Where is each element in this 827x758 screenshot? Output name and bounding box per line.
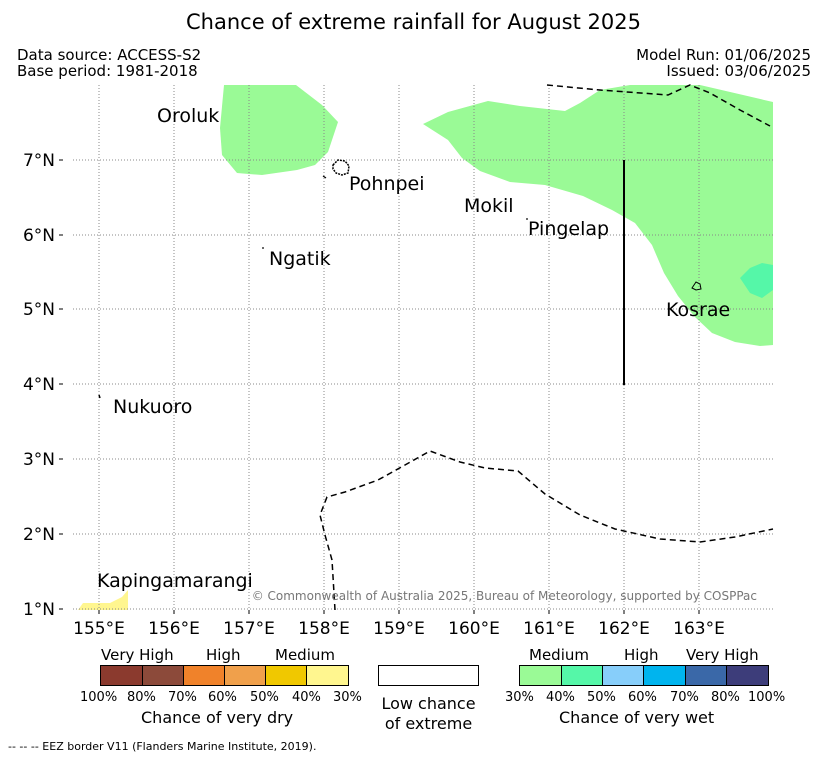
place-label-pohnpei: Pohnpei — [349, 173, 425, 195]
lon-tick-label: 156°E — [148, 619, 200, 639]
dry-pct-label: 60% — [208, 690, 237, 705]
wet-pct-label: 70% — [670, 690, 699, 705]
wet-colorbar — [519, 665, 769, 686]
wet-pct-label: 40% — [546, 690, 575, 705]
place-label-nukuoro: Nukuoro — [113, 396, 192, 418]
wet-swatch — [520, 666, 561, 685]
wet-pct-label: 60% — [628, 690, 657, 705]
wet-medium-region-east — [423, 85, 773, 346]
place-label-oroluk: Oroluk — [157, 105, 219, 127]
dry-legend-title: Chance of very dry — [141, 708, 294, 727]
lon-tick-label: 161°E — [523, 619, 575, 639]
dry-swatch — [183, 666, 224, 685]
base-period-text: Base period: 1981-2018 — [17, 62, 198, 80]
low-chance-label: Low chance of extreme — [378, 694, 479, 734]
dry-level-high: High — [206, 646, 241, 664]
dry-swatch — [101, 666, 142, 685]
lat-tick-label: 1°N — [23, 600, 55, 620]
lat-tick-label: 3°N — [23, 450, 55, 470]
wet-medium-region-north — [220, 85, 338, 175]
dry-level-very-high: Very High — [101, 646, 174, 664]
place-label-pingelap: Pingelap — [528, 218, 609, 240]
lon-tick-label: 160°E — [448, 619, 500, 639]
dry-swatch — [306, 666, 348, 685]
wet-swatch — [561, 666, 602, 685]
low-chance-swatch — [378, 665, 479, 686]
dry-swatch — [142, 666, 183, 685]
wet-pct-label: 100% — [748, 690, 786, 705]
wet-pct-label: 80% — [711, 690, 740, 705]
lat-tick-label: 4°N — [23, 375, 55, 395]
model-run-text: Model Run: 01/06/2025 — [636, 46, 811, 64]
lon-tick-label: 155°E — [73, 619, 125, 639]
wet-level-very-high: Very High — [686, 646, 759, 664]
dry-pct-label: 40% — [292, 690, 321, 705]
dry-colorbar — [100, 665, 349, 686]
wet-level-high: High — [624, 646, 659, 664]
pohnpei-island-outline — [332, 159, 350, 176]
eez-border-north — [546, 84, 771, 127]
eez-footnote: -- -- -- EEZ border V11 (Flanders Marine… — [8, 740, 317, 753]
wet-swatch — [643, 666, 685, 685]
copyright-text: © Commonwealth of Australia 2025, Bureau… — [252, 589, 757, 603]
lat-tick-label: 5°N — [23, 300, 55, 320]
lat-tick-label: 2°N — [23, 525, 55, 545]
wet-pct-label: 50% — [587, 690, 616, 705]
wet-swatch — [602, 666, 643, 685]
lon-tick-label: 159°E — [373, 619, 425, 639]
wet-swatch — [726, 666, 768, 685]
pingelap-marker — [526, 218, 528, 220]
ngatik-marker — [262, 247, 264, 249]
place-label-kosrae: Kosrae — [666, 299, 730, 321]
wet-medium-high-region — [740, 263, 773, 298]
place-label-kapingamarangi: Kapingamarangi — [97, 570, 253, 592]
lon-tick-label: 163°E — [673, 619, 725, 639]
wet-swatch — [685, 666, 726, 685]
wet-pct-label: 30% — [505, 690, 534, 705]
dry-level-medium: Medium — [275, 646, 335, 664]
dry-pct-label: 100% — [80, 690, 118, 705]
nukuoro-marker — [98, 394, 101, 399]
kosrae-island-outline — [691, 281, 702, 291]
lat-tick-label: 7°N — [23, 151, 55, 171]
low-chance-line2: of extreme — [384, 714, 473, 733]
place-label-mokil: Mokil — [464, 195, 514, 217]
low-chance-line1: Low chance — [381, 694, 476, 713]
lon-tick-label: 158°E — [298, 619, 350, 639]
lon-tick-label: 162°E — [598, 619, 650, 639]
dry-swatch — [265, 666, 306, 685]
map-title: Chance of extreme rainfall for August 20… — [186, 10, 641, 34]
pohnpei-islet-marker — [322, 175, 327, 179]
lon-tick-label: 157°E — [223, 619, 275, 639]
wet-legend-title: Chance of very wet — [559, 708, 715, 727]
wet-level-medium: Medium — [529, 646, 589, 664]
dry-medium-region — [78, 590, 128, 610]
eez-border-south — [319, 450, 774, 611]
dry-pct-label: 80% — [127, 690, 156, 705]
lat-tick-label: 6°N — [23, 226, 55, 246]
dry-pct-label: 30% — [333, 690, 362, 705]
dry-pct-label: 50% — [250, 690, 279, 705]
dry-pct-label: 70% — [168, 690, 197, 705]
issued-text: Issued: 03/06/2025 — [666, 62, 811, 80]
place-label-ngatik: Ngatik — [269, 248, 331, 270]
data-source-text: Data source: ACCESS-S2 — [17, 46, 202, 64]
dry-swatch — [224, 666, 265, 685]
